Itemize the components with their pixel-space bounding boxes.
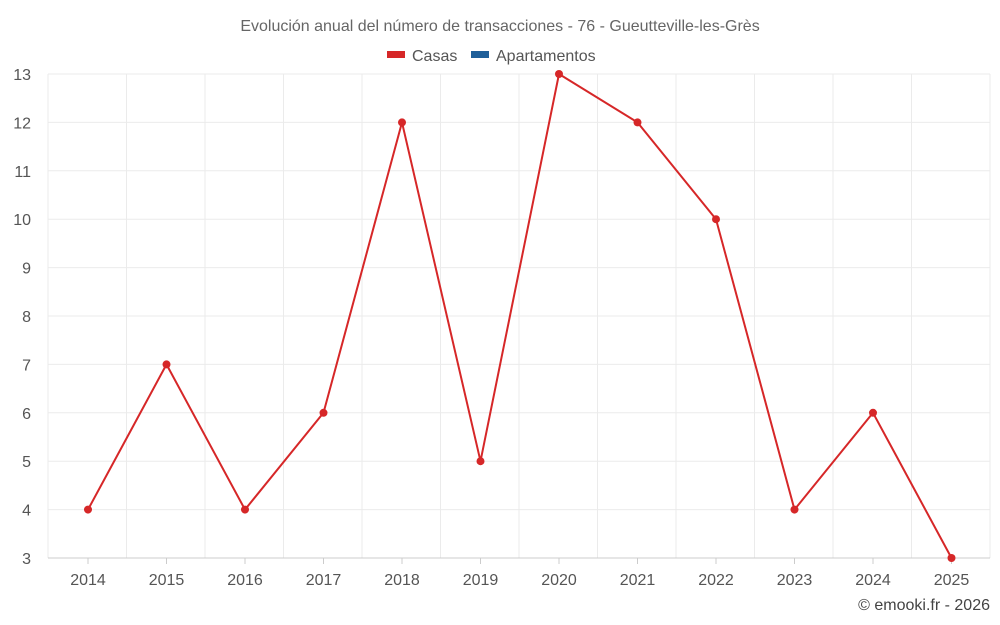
x-axis-ticks: 2014 2015 2016 2017 2018 2019 2020 2021 2022 2023… — [70, 558, 969, 589]
y-tick-label: 3 — [22, 551, 31, 568]
y-tick-label: 9 — [22, 261, 31, 278]
legend: Casas Apartamentos — [387, 48, 596, 65]
data-point-casas-2016[interactable] — [241, 505, 249, 514]
legend-item-casas[interactable]: Casas — [387, 48, 457, 65]
data-point-casas-2021[interactable] — [633, 118, 642, 127]
y-tick-label: 7 — [22, 357, 31, 374]
legend-item-apartamentos[interactable]: Apartamentos — [471, 48, 596, 65]
x-tick-label: 2024 — [855, 572, 891, 589]
x-tick-label: 2022 — [698, 572, 734, 589]
data-point-casas-2019[interactable] — [476, 457, 485, 466]
series-line-casas — [87, 73, 953, 559]
data-point-casas-2024[interactable] — [869, 408, 877, 417]
x-tick-label: 2015 — [149, 572, 185, 589]
data-point-casas-2015[interactable] — [162, 360, 171, 369]
data-point-casas-2022[interactable] — [712, 215, 720, 224]
data-point-casas-2020[interactable] — [555, 70, 563, 78]
y-tick-label: 13 — [13, 67, 31, 84]
y-tick-label: 12 — [13, 115, 31, 132]
data-point-casas-2023[interactable] — [790, 505, 799, 514]
data-point-casas-2018[interactable] — [398, 118, 406, 127]
x-tick-label: 2023 — [777, 572, 813, 589]
x-tick-label: 2016 — [227, 572, 263, 589]
x-tick-label: 2019 — [463, 572, 499, 589]
data-point-casas-2025[interactable] — [947, 554, 956, 562]
x-tick-label: 2018 — [384, 572, 420, 589]
data-point-casas-2017[interactable] — [319, 408, 328, 417]
y-tick-label: 6 — [22, 406, 31, 423]
x-tick-label: 2020 — [541, 572, 577, 589]
y-tick-label: 4 — [22, 503, 31, 520]
y-tick-label: 5 — [22, 454, 31, 471]
legend-swatch-casas — [387, 51, 405, 58]
y-axis-ticks: 3 4 5 6 7 8 9 10 11 12 13 — [13, 67, 31, 568]
x-tick-label: 2014 — [70, 572, 106, 589]
x-tick-label: 2021 — [620, 572, 656, 589]
legend-label-apartamentos: Apartamentos — [496, 48, 596, 65]
x-tick-label: 2025 — [934, 572, 970, 589]
series-casas — [84, 70, 956, 562]
credit-text: © emooki.fr - 2026 — [858, 597, 990, 614]
y-tick-label: 11 — [14, 164, 31, 181]
legend-label-casas: Casas — [412, 48, 457, 65]
grid — [47, 73, 991, 559]
chart-title: Evolución anual del número de transaccio… — [240, 18, 759, 35]
legend-swatch-apartamentos — [471, 51, 489, 58]
x-tick-label: 2017 — [306, 572, 342, 589]
y-tick-label: 10 — [13, 212, 31, 229]
data-point-casas-2014[interactable] — [84, 505, 92, 514]
y-tick-label: 8 — [22, 309, 31, 326]
